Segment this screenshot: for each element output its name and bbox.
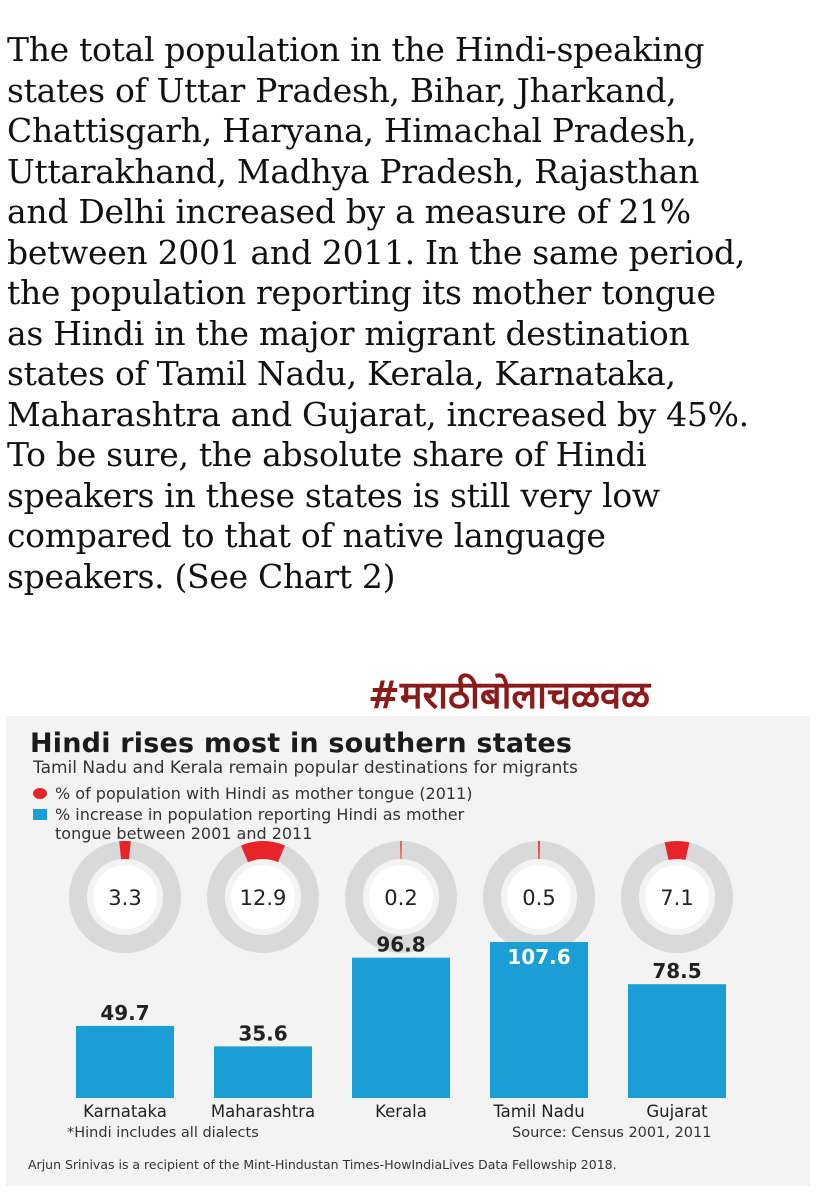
chart-footnote: *Hindi includes all dialects — [67, 1125, 259, 1141]
x-tick-label: Gujarat — [646, 1102, 708, 1121]
donut-value-label: 0.2 — [384, 886, 417, 910]
donut-center — [231, 865, 295, 929]
x-tick-label: Tamil Nadu — [492, 1102, 584, 1121]
chart-source: Source: Census 2001, 2011 — [512, 1125, 712, 1141]
bar — [490, 942, 588, 1098]
donut-center — [645, 865, 709, 929]
chart-subtitle: Tamil Nadu and Kerala remain popular des… — [33, 758, 578, 778]
legend-label: % increase in population reporting Hindi… — [55, 805, 465, 843]
credit-line: Arjun Srinivas is a recipient of the Min… — [28, 1157, 617, 1172]
donut-center — [93, 865, 157, 929]
x-tick-label: Kerala — [375, 1102, 427, 1121]
donut-slice — [664, 841, 690, 861]
legend-swatch-blue — [33, 809, 47, 820]
bar — [214, 1046, 312, 1098]
x-tick-label: Maharashtra — [211, 1102, 315, 1121]
donut-center — [507, 865, 571, 929]
bar-value-label: 107.6 — [507, 945, 570, 969]
bar — [76, 1025, 174, 1098]
hashtag-banner: #मराठीबोलाचळवळ — [368, 673, 651, 717]
bar-value-label: 78.5 — [652, 959, 701, 983]
chart-title: Hindi rises most in southern states — [30, 728, 573, 759]
donut-center — [369, 865, 433, 929]
bar — [628, 984, 726, 1098]
donut-slice — [240, 841, 286, 863]
donut-value-label: 12.9 — [240, 886, 287, 910]
legend-swatch-red — [33, 788, 47, 799]
bar-value-label: 35.6 — [238, 1021, 287, 1045]
bar — [352, 957, 450, 1098]
legend-label: % of population with Hindi as mother ton… — [55, 784, 473, 803]
bar-value-label: 49.7 — [100, 1001, 149, 1025]
bar-value-label: 96.8 — [376, 933, 425, 957]
article-text: The total population in the Hindi-speaki… — [7, 30, 749, 596]
donut-value-label: 3.3 — [108, 886, 141, 910]
donut-value-label: 0.5 — [522, 886, 555, 910]
donut-value-label: 7.1 — [660, 886, 693, 910]
x-tick-label: Karnataka — [83, 1102, 167, 1121]
